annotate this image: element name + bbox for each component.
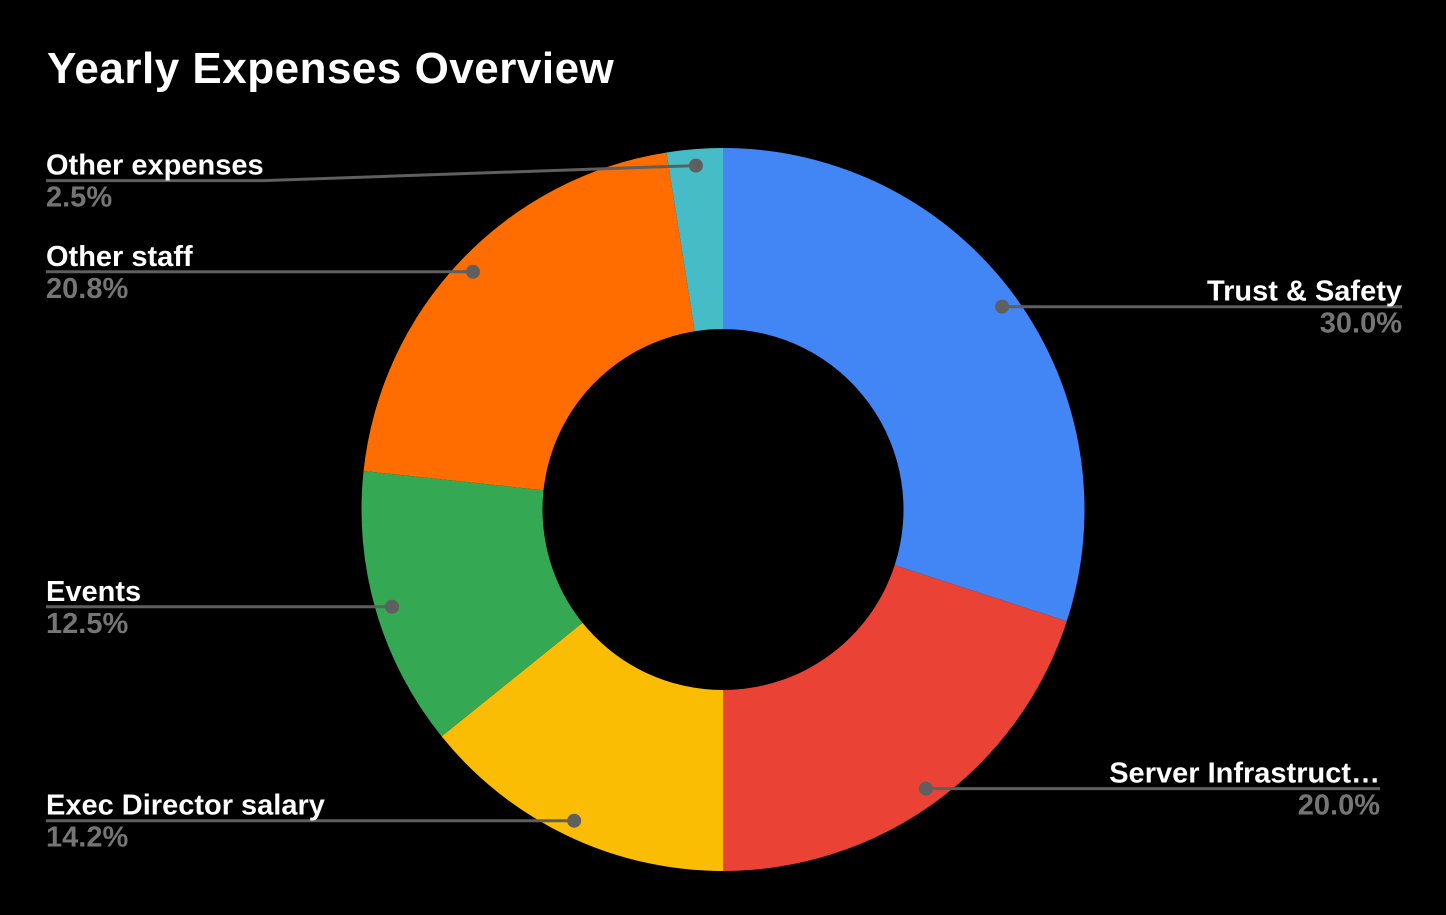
slice-percent-other-staff: 20.8% [46, 273, 128, 305]
leader-lines-group [46, 164, 1402, 823]
slice-percent-other-expenses: 2.5% [46, 182, 112, 214]
slice-percent-server-infrastruct: 20.0% [1298, 790, 1380, 822]
slice-percent-events: 12.5% [46, 608, 128, 640]
leader-dot-other-expenses [688, 158, 703, 173]
slice-label-server-infrastruct: Server Infrastruct… [1109, 758, 1380, 790]
slice-exec-director-salary[interactable] [441, 622, 723, 871]
slice-other-staff[interactable] [363, 152, 695, 491]
leader-line-other-expenses [46, 164, 696, 183]
slice-server-infrastruct[interactable] [723, 565, 1067, 871]
slices-group [361, 148, 1085, 871]
leader-dot-other-staff [465, 264, 480, 279]
leader-dot-events [385, 599, 400, 614]
slice-label-other-expenses: Other expenses [46, 150, 264, 182]
slice-other-expenses[interactable] [666, 148, 723, 332]
slice-trust-safety[interactable] [723, 148, 1085, 622]
leader-dot-trust-safety [995, 299, 1010, 314]
slice-label-events: Events [46, 576, 141, 608]
slice-percent-trust-safety: 30.0% [1320, 308, 1402, 340]
leader-dots-group [385, 158, 1010, 828]
leader-dot-server-infrastruct [918, 781, 933, 796]
slice-percent-exec-director-salary: 14.2% [46, 822, 128, 854]
leader-dot-exec-director-salary [567, 813, 582, 828]
slice-events[interactable] [361, 470, 583, 737]
chart-title: Yearly Expenses Overview [47, 44, 615, 93]
slice-label-exec-director-salary: Exec Director salary [46, 790, 325, 822]
slice-label-other-staff: Other staff [46, 241, 193, 273]
slice-label-trust-safety: Trust & Safety [1207, 276, 1402, 308]
